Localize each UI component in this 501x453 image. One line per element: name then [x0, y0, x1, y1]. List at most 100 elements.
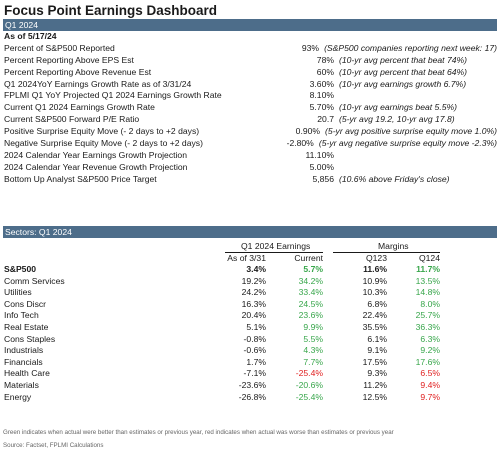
metric-label: Percent of S&P500 Reported [4, 42, 115, 53]
margins-header-underline [333, 252, 440, 253]
metric-value: 5.00% [309, 161, 334, 172]
sector-row: Comm Services 19.2% 34.2% 10.9% 13.5% [3, 276, 497, 288]
footnote: Green indicates when actual were better … [3, 429, 394, 436]
metric-note: (10-yr avg earnings growth 6.7%) [339, 78, 467, 89]
sector-name: S&P500 [4, 264, 37, 274]
sector-name: Materials [4, 379, 39, 390]
earnings-current: 34.2% [298, 275, 323, 286]
metric-label: Q1 2024YoY Earnings Growth Rate as of 3/… [4, 78, 192, 89]
sector-name: Cons Staples [4, 333, 56, 344]
metric-label: 2024 Calendar Year Earnings Growth Proje… [4, 149, 187, 160]
sector-row: Cons Staples -0.8% 5.5% 6.1% 6.3% [3, 334, 497, 346]
q1-metric-row: Percent Reporting Above EPS Est 78% (10-yr… [3, 55, 497, 67]
q1-metric-row: Positive Surprise Equity Move (- 2 days … [3, 126, 497, 138]
margin-q124: 6.3% [420, 333, 440, 344]
earnings-as-of: 3.4% [246, 264, 266, 274]
q1-section-header: Q1 2024 [3, 19, 497, 31]
earnings-current: 7.7% [303, 356, 323, 367]
col-as-of: As of 3/31 [227, 253, 266, 263]
earnings-current: 24.5% [298, 298, 323, 309]
earnings-as-of: 5.1% [246, 321, 266, 332]
q1-metric-row: 2024 Calendar Year Earnings Growth Proje… [3, 150, 497, 162]
sector-name: Comm Services [4, 275, 65, 286]
metric-value: 5.70% [309, 102, 334, 113]
sector-row: Materials -23.6% -20.6% 11.2% 9.4% [3, 380, 497, 392]
metric-value: -2.80% [286, 138, 314, 149]
margin-q124: 36.3% [415, 321, 440, 332]
margin-q123: 6.8% [367, 298, 387, 309]
margin-q123: 17.5% [362, 356, 387, 367]
earnings-as-of: -26.8% [238, 391, 266, 402]
metric-note: (10-yr avg percent that beat 74%) [339, 54, 468, 65]
metric-value: 8.10% [309, 90, 334, 101]
sector-name: Health Care [4, 368, 50, 379]
metric-note: (5-yr avg negative surprise equity move … [318, 138, 497, 149]
margin-q123: 10.9% [362, 275, 387, 286]
q1-metric-row: Current Q1 2024 Earnings Growth Rate 5.70… [3, 102, 497, 114]
margin-q124: 17.6% [415, 356, 440, 367]
sector-name: Cons Discr [4, 298, 47, 309]
metric-label: Negative Surprise Equity Move (- 2 days … [4, 138, 203, 149]
margin-q123: 10.3% [362, 287, 387, 298]
sector-row: Energy -26.8% -25.4% 12.5% 9.7% [3, 392, 497, 404]
earnings-current: 9.9% [303, 321, 323, 332]
metric-value: 0.90% [295, 126, 321, 137]
metric-value: 60% [316, 66, 334, 77]
metric-label: Current Q1 2024 Earnings Growth Rate [4, 102, 155, 113]
metric-note: (5-yr avg 19.2, 10-yr avg 17.8) [339, 114, 455, 125]
sector-row: Info Tech 20.4% 23.6% 22.4% 25.7% [3, 310, 497, 322]
col-q124: Q124 [418, 253, 440, 263]
earnings-group-header: Q1 2024 Earnings [241, 241, 311, 251]
q1-metric-row: Percent Reporting Above Revenue Est 60% (1… [3, 67, 497, 79]
source-note: Source: Factset, FPLMI Calculations [3, 442, 104, 449]
earnings-current: -25.4% [295, 391, 323, 402]
sector-name: Energy [4, 391, 32, 402]
margin-q123: 6.1% [367, 333, 387, 344]
metric-value: 20.7 [317, 114, 334, 125]
margin-q123: 9.3% [367, 368, 387, 379]
metric-note: (10-yr avg earnings beat 5.5%) [339, 102, 457, 113]
col-current: Current [294, 253, 323, 263]
metric-label: Percent Reporting Above EPS Est [4, 54, 134, 65]
sector-name: Industrials [4, 345, 44, 356]
margin-q124: 9.2% [420, 345, 440, 356]
as-of-date: As of 5/17/24 [4, 31, 57, 41]
sector-row: Cons Discr 16.3% 24.5% 6.8% 8.0% [3, 299, 497, 311]
earnings-as-of: 20.4% [241, 310, 266, 321]
earnings-as-of: 16.3% [241, 298, 266, 309]
metric-note: (10-yr avg percent that beat 64%) [339, 66, 468, 77]
q1-metric-row: Q1 2024YoY Earnings Growth Rate as of 3/… [3, 79, 497, 91]
metric-note [334, 150, 339, 162]
metric-value: 93% [301, 42, 320, 53]
sector-row: Health Care -7.1% -25.4% 9.3% 6.5% [3, 368, 497, 380]
sectors-section-header: Sectors: Q1 2024 [3, 226, 497, 238]
metric-note [334, 162, 339, 174]
margin-q124: 11.7% [416, 264, 440, 274]
q1-metric-row: Bottom Up Analyst S&P500 Price Target 5,8… [3, 174, 497, 186]
margin-q123: 9.1% [367, 345, 387, 356]
sector-name: Real Estate [4, 321, 49, 332]
q1-rows: Percent of S&P500 Reported 93% (S&P500 com… [3, 43, 497, 186]
earnings-current: 23.6% [298, 310, 323, 321]
metric-value: 78% [316, 54, 334, 65]
earnings-as-of: -23.6% [238, 379, 266, 390]
sector-name: Info Tech [4, 310, 39, 321]
metric-value: 11.10% [305, 149, 334, 160]
sector-row: Financials 1.7% 7.7% 17.5% 17.6% [3, 357, 497, 369]
margin-q124: 6.5% [420, 368, 440, 379]
metric-label: FPLMI Q1 YoY Projected Q1 2024 Earnings … [4, 90, 222, 101]
margin-q123: 22.4% [362, 310, 387, 321]
earnings-as-of: -0.8% [243, 333, 266, 344]
margin-q124: 9.7% [420, 391, 440, 402]
margin-q124: 25.7% [415, 310, 440, 321]
dashboard-title: Focus Point Earnings Dashboard [4, 3, 218, 18]
margin-q124: 13.5% [415, 275, 440, 286]
metric-note: (10.6% above Friday's close) [339, 173, 450, 184]
metric-label: Percent Reporting Above Revenue Est [4, 66, 152, 77]
earnings-as-of: 19.2% [241, 275, 266, 286]
margin-q123: 11.6% [363, 264, 387, 274]
q1-metric-row: 2024 Calendar Year Revenue Growth Projec… [3, 162, 497, 174]
metric-label: Bottom Up Analyst S&P500 Price Target [4, 173, 157, 184]
margin-q123: 11.2% [363, 379, 387, 390]
q1-metric-row: Negative Surprise Equity Move (- 2 days … [3, 138, 497, 150]
